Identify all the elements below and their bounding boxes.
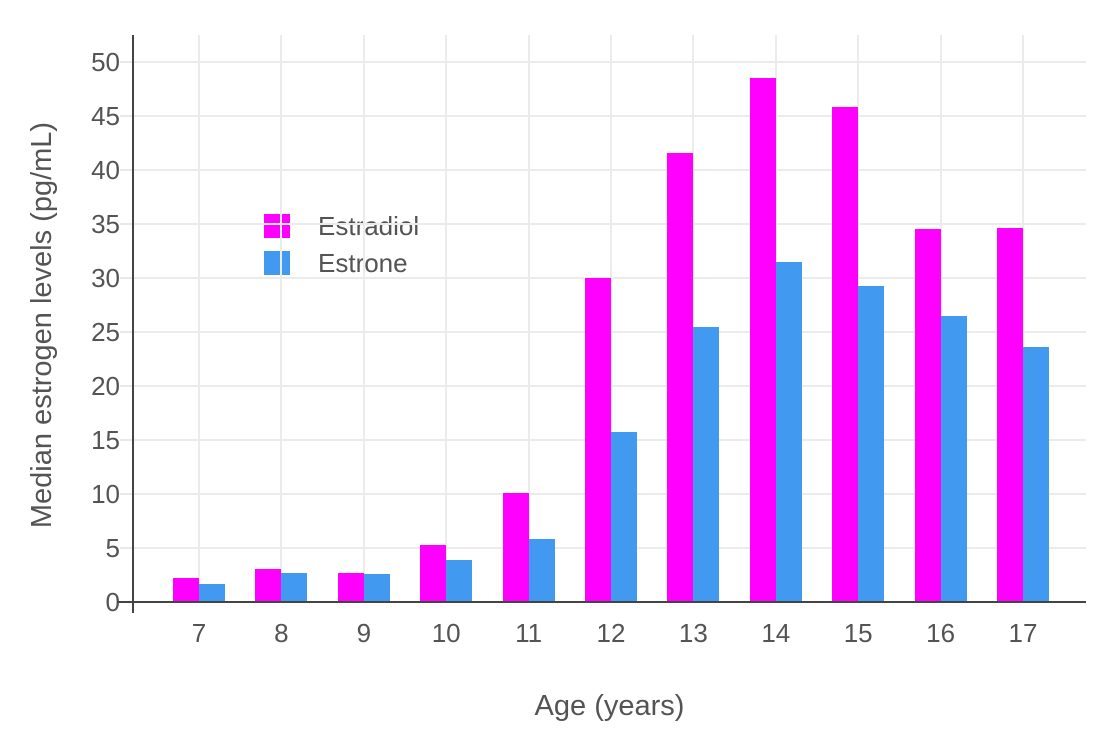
grid-line-h	[133, 115, 1086, 117]
legend-item-estradiol[interactable]: Estradiol	[264, 213, 419, 239]
y-axis-line	[132, 35, 134, 613]
bar-estradiol-7	[173, 578, 199, 602]
y-axis-tick-mark	[120, 115, 133, 117]
y-axis-tick-mark	[120, 439, 133, 441]
grid-line-v	[445, 35, 448, 602]
x-tick-label: 15	[843, 618, 873, 648]
x-tick-label: 16	[926, 618, 956, 648]
grid-line-v	[610, 35, 612, 602]
legend-label-estradiol: Estradiol	[318, 211, 420, 241]
y-tick-label: 5	[105, 533, 120, 563]
grid-line-v	[362, 35, 365, 602]
y-axis-tick-mark	[120, 61, 133, 63]
estradiol-swatch-icon	[264, 214, 290, 238]
x-tick-label: 12	[596, 618, 626, 648]
bar-estrone-14	[775, 261, 802, 602]
y-tick-label: 40	[91, 155, 120, 185]
bar-estrone-8	[281, 572, 308, 602]
estrone-swatch-icon	[264, 251, 290, 275]
bar-estradiol-15	[832, 107, 859, 602]
grid-line-v	[280, 35, 283, 602]
bar-estradiol-8	[255, 568, 282, 602]
x-tick-label: 8	[274, 618, 289, 648]
bar-estradiol-13	[667, 152, 694, 602]
bar-estradiol-12	[585, 278, 611, 602]
grid-line-v	[692, 35, 695, 602]
x-tick-label: 17	[1008, 618, 1038, 648]
y-tick-label: 45	[91, 101, 120, 131]
y-tick-label: 25	[91, 317, 120, 347]
x-tick-label: 10	[431, 618, 461, 648]
legend-item-estrone[interactable]: Estrone	[264, 250, 419, 276]
bar-estradiol-14	[749, 78, 776, 602]
y-axis-tick-mark	[120, 385, 133, 387]
bar-estrone-10	[446, 559, 473, 602]
grid-line-v	[1022, 35, 1024, 602]
bar-estrone-17	[1023, 347, 1049, 602]
y-tick-label: 10	[91, 479, 120, 509]
bar-estrone-16	[940, 315, 967, 602]
y-tick-label: 15	[91, 425, 120, 455]
y-axis-tick-mark	[120, 493, 133, 495]
y-tick-label: 35	[91, 209, 120, 239]
grid-line-h	[133, 223, 1086, 225]
x-axis-line	[117, 601, 1086, 603]
grid-line-h	[133, 61, 1086, 63]
bar-estradiol-11	[502, 492, 529, 602]
x-axis-title: Age (years)	[534, 690, 685, 722]
y-tick-label: 20	[91, 371, 120, 401]
bar-estrone-13	[693, 326, 720, 602]
grid-line-v	[527, 35, 530, 602]
bar-estradiol-16	[914, 229, 941, 602]
y-tick-label: 0	[105, 587, 120, 617]
x-tick-label: 7	[191, 618, 207, 648]
y-axis-tick-mark	[120, 223, 133, 225]
bar-estradiol-10	[420, 544, 447, 602]
x-tick-label: 13	[678, 618, 708, 648]
bar-estrone-9	[363, 573, 390, 602]
bar-estrone-15	[858, 285, 885, 602]
x-tick-label: 14	[761, 618, 791, 648]
y-tick-label: 30	[91, 263, 120, 293]
grid-line-h	[133, 169, 1086, 171]
bar-estradiol-17	[997, 228, 1023, 602]
y-tick-label: 50	[91, 47, 120, 77]
bar-estrone-7	[199, 583, 225, 602]
bar-estrone-11	[528, 539, 555, 602]
bar-estradiol-9	[337, 572, 364, 602]
grid-line-v	[198, 35, 200, 602]
x-tick-label: 9	[356, 618, 372, 648]
y-axis-tick-mark	[120, 277, 133, 279]
bar-estrone-12	[611, 432, 637, 602]
y-axis-tick-mark	[120, 547, 133, 549]
y-axis-tick-mark	[120, 169, 133, 171]
y-axis-tick-mark	[120, 331, 133, 333]
x-tick-label: 11	[515, 618, 543, 648]
